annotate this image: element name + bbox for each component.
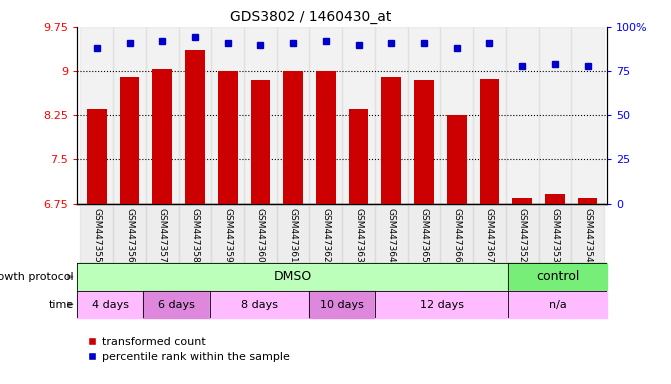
Text: DMSO: DMSO <box>273 270 311 283</box>
Bar <box>506 204 539 263</box>
Bar <box>218 71 238 204</box>
Text: growth protocol: growth protocol <box>0 272 74 282</box>
Bar <box>578 198 597 204</box>
Bar <box>375 291 508 318</box>
Text: 12 days: 12 days <box>419 300 464 310</box>
Text: GSM447365: GSM447365 <box>419 208 429 263</box>
Bar <box>87 109 107 204</box>
Bar <box>113 27 146 204</box>
Text: GSM447367: GSM447367 <box>485 208 494 263</box>
Bar <box>480 79 499 204</box>
Text: 4 days: 4 days <box>92 300 129 310</box>
Text: GSM447352: GSM447352 <box>518 208 527 263</box>
Bar <box>382 77 401 204</box>
Bar <box>375 204 408 263</box>
Bar <box>276 204 309 263</box>
Bar <box>342 204 375 263</box>
Bar <box>146 27 178 204</box>
Bar <box>309 291 375 318</box>
Bar <box>244 204 276 263</box>
Text: GSM447358: GSM447358 <box>191 208 199 263</box>
Bar <box>408 27 440 204</box>
Bar <box>545 194 565 204</box>
Text: 10 days: 10 days <box>320 300 364 310</box>
Text: GSM447362: GSM447362 <box>321 208 330 263</box>
Bar <box>508 263 607 291</box>
Bar <box>211 27 244 204</box>
Text: 6 days: 6 days <box>158 300 195 310</box>
Bar <box>144 291 209 318</box>
Text: time: time <box>48 300 74 310</box>
Bar <box>185 50 205 204</box>
Text: GSM447359: GSM447359 <box>223 208 232 263</box>
Bar <box>342 27 375 204</box>
Bar <box>309 27 342 204</box>
Text: control: control <box>536 270 579 283</box>
Bar <box>152 69 172 204</box>
Text: GSM447355: GSM447355 <box>93 208 101 263</box>
Text: GSM447354: GSM447354 <box>583 208 592 263</box>
Legend: transformed count, percentile rank within the sample: transformed count, percentile rank withi… <box>83 332 294 367</box>
Bar <box>77 291 144 318</box>
Text: GSM447353: GSM447353 <box>550 208 560 263</box>
Bar <box>414 80 434 204</box>
Text: GSM447366: GSM447366 <box>452 208 461 263</box>
Bar <box>513 198 532 204</box>
Text: GSM447356: GSM447356 <box>125 208 134 263</box>
Bar <box>506 27 539 204</box>
Text: GSM447363: GSM447363 <box>354 208 363 263</box>
Bar <box>77 263 508 291</box>
Bar <box>440 204 473 263</box>
Bar <box>440 27 473 204</box>
Bar <box>276 27 309 204</box>
Bar <box>539 27 571 204</box>
Bar <box>375 27 408 204</box>
Bar <box>81 27 113 204</box>
Bar <box>316 71 336 204</box>
Text: n/a: n/a <box>549 300 566 310</box>
Bar <box>250 80 270 204</box>
Bar <box>283 71 303 204</box>
Bar <box>473 27 506 204</box>
Bar <box>473 204 506 263</box>
Bar <box>408 204 440 263</box>
Bar <box>571 27 604 204</box>
Title: GDS3802 / 1460430_at: GDS3802 / 1460430_at <box>229 10 391 25</box>
Bar <box>211 204 244 263</box>
Bar <box>349 109 368 204</box>
Bar <box>539 204 571 263</box>
Text: GSM447360: GSM447360 <box>256 208 265 263</box>
Bar <box>508 291 607 318</box>
Bar <box>178 27 211 204</box>
Text: GSM447361: GSM447361 <box>289 208 298 263</box>
Bar <box>81 204 113 263</box>
Text: GSM447357: GSM447357 <box>158 208 166 263</box>
Text: GSM447364: GSM447364 <box>386 208 396 263</box>
Bar <box>447 115 466 204</box>
Bar <box>119 77 140 204</box>
Bar <box>113 204 146 263</box>
Bar <box>571 204 604 263</box>
Bar <box>209 291 309 318</box>
Bar <box>146 204 178 263</box>
Bar <box>178 204 211 263</box>
Bar <box>309 204 342 263</box>
Bar <box>244 27 276 204</box>
Text: 8 days: 8 days <box>241 300 278 310</box>
